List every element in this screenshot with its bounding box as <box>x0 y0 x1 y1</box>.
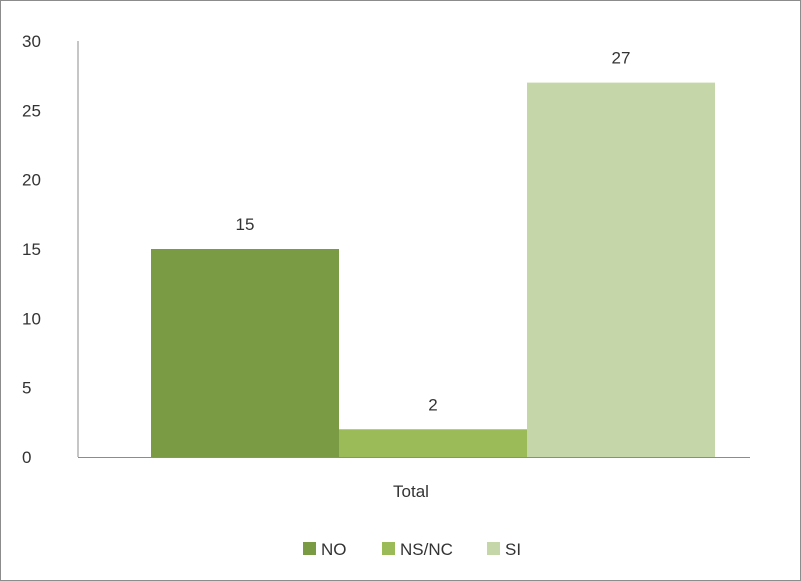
y-tick-label: 30 <box>22 32 41 51</box>
legend-swatch <box>487 542 500 555</box>
y-tick-label: 10 <box>22 309 41 328</box>
y-tick-label: 20 <box>22 171 41 190</box>
y-tick-label: 25 <box>22 101 41 120</box>
y-axis: 0 5 10 15 20 25 30 <box>22 32 79 467</box>
bar-si <box>527 82 715 457</box>
y-tick-label: 15 <box>22 240 41 259</box>
legend: NO NS/NC SI <box>303 540 521 559</box>
data-label: 2 <box>428 395 437 414</box>
y-tick-label: 5 <box>22 379 31 398</box>
legend-label: SI <box>505 540 521 559</box>
x-category-label: Total <box>393 482 429 501</box>
legend-label: NO <box>321 540 347 559</box>
data-labels: 15 2 27 <box>236 49 631 415</box>
bar-ns-nc <box>339 429 527 457</box>
legend-swatch <box>382 542 395 555</box>
legend-label: NS/NC <box>400 540 453 559</box>
data-label: 27 <box>612 49 631 68</box>
legend-swatch <box>303 542 316 555</box>
x-axis: Total <box>78 457 750 501</box>
data-label: 15 <box>236 215 255 234</box>
y-tick-label: 0 <box>22 448 31 467</box>
bars <box>151 82 715 457</box>
bar-no <box>151 249 339 457</box>
